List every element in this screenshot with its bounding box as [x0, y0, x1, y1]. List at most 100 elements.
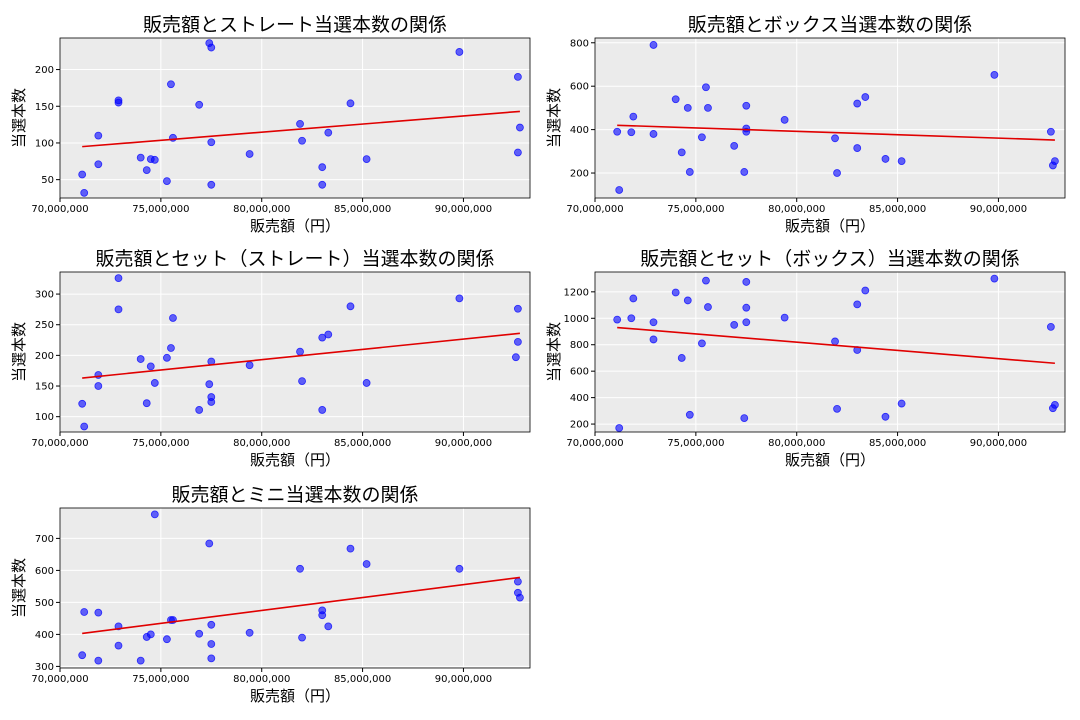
data-point	[207, 398, 216, 406]
data-point	[513, 72, 522, 81]
data-point	[853, 144, 862, 152]
chart-panel-5: 70,000,000 75,000,000 80,000,000 85,000,000…	[10, 484, 531, 705]
data-point	[318, 333, 327, 342]
x-tick-label: 75,000,000	[667, 438, 724, 449]
x-tick-label: 85,000,000	[334, 438, 391, 449]
data-point	[861, 286, 870, 295]
data-point	[649, 335, 658, 344]
data-point	[362, 155, 371, 164]
chart-title: 販売額とセット（ボックス）当選本数の関係	[640, 248, 1019, 270]
data-point	[833, 404, 841, 413]
y-tick-label: 200	[570, 420, 589, 431]
data-point	[881, 412, 890, 421]
x-tick-label: 80,000,000	[233, 204, 290, 215]
data-point	[80, 188, 89, 197]
chart-panel-2: 70,000,000 75,000,000 80,000,000 85,000,000…	[545, 14, 1066, 235]
data-point	[730, 141, 739, 150]
plot-area	[595, 38, 1065, 198]
data-point	[94, 656, 103, 665]
y-tick-label: 600	[35, 566, 54, 577]
data-point	[897, 399, 906, 408]
data-point	[1046, 322, 1055, 331]
plot-frame	[59, 271, 531, 433]
chart-title: 販売額とセット（ストレート）当選本数の関係	[95, 248, 494, 270]
y-tick-label: 150	[35, 102, 54, 113]
x-tick-label: 75,000,000	[667, 204, 724, 215]
x-tick-label: 90,000,000	[970, 438, 1027, 449]
x-tick-label: 90,000,000	[435, 438, 492, 449]
data-point	[730, 320, 739, 329]
data-point	[169, 314, 177, 322]
x-tick-label: 75,000,000	[132, 674, 189, 685]
data-point	[94, 382, 103, 390]
data-point	[1051, 400, 1059, 409]
data-point	[207, 138, 216, 147]
plot-frame	[594, 271, 1066, 433]
x-tick-label: 85,000,000	[869, 204, 926, 215]
data-point	[1046, 127, 1055, 136]
plot-area	[60, 508, 530, 668]
x-axis-label: 販売額（円）	[785, 217, 875, 235]
data-point	[296, 119, 304, 128]
y-axis-label: 当選本数	[10, 558, 28, 618]
data-point	[136, 355, 145, 363]
data-point	[861, 93, 870, 101]
data-point	[833, 169, 841, 177]
data-point	[740, 168, 749, 176]
data-point	[207, 654, 216, 663]
data-point	[362, 560, 371, 568]
data-point	[649, 318, 658, 327]
data-point	[513, 304, 522, 313]
data-point	[831, 134, 839, 143]
x-tick-label: 70,000,000	[31, 674, 88, 685]
data-point	[455, 294, 464, 303]
data-point	[742, 318, 751, 327]
data-point	[683, 296, 692, 305]
y-axis-label: 当選本数	[10, 322, 28, 382]
data-point	[853, 300, 862, 309]
data-point	[318, 406, 327, 414]
x-axis-label: 販売額（円）	[785, 451, 875, 469]
data-point	[615, 186, 624, 194]
data-point	[114, 98, 123, 107]
data-point	[324, 330, 333, 339]
data-point	[742, 101, 751, 110]
chart-panel-3: 70,000,000 75,000,000 80,000,000 85,000,000…	[10, 248, 531, 469]
data-point	[94, 160, 103, 169]
x-tick-label: 70,000,000	[31, 204, 88, 215]
chart-title: 販売額とボックス当選本数の関係	[688, 14, 972, 36]
data-point	[296, 564, 304, 573]
data-point	[455, 564, 464, 573]
y-tick-label: 500	[35, 598, 54, 609]
data-point	[513, 148, 522, 157]
data-point	[163, 635, 171, 644]
x-tick-label: 70,000,000	[566, 204, 623, 215]
data-point	[142, 399, 151, 408]
data-point	[346, 302, 355, 311]
data-point	[613, 315, 622, 324]
y-tick-label: 600	[570, 82, 589, 93]
data-point	[683, 104, 692, 112]
data-point	[455, 48, 464, 56]
y-tick-label: 400	[35, 630, 54, 641]
data-point	[78, 170, 87, 179]
data-point	[780, 115, 789, 124]
data-point	[742, 303, 751, 312]
x-tick-label: 80,000,000	[233, 674, 290, 685]
data-point	[702, 83, 710, 92]
data-point	[627, 128, 636, 137]
y-tick-label: 400	[570, 125, 589, 136]
data-point	[516, 123, 524, 132]
data-point	[80, 608, 89, 616]
data-point	[346, 544, 355, 553]
x-tick-label: 90,000,000	[970, 204, 1027, 215]
x-tick-label: 80,000,000	[233, 438, 290, 449]
data-point	[78, 651, 87, 660]
trend-line	[82, 332, 520, 379]
data-point	[150, 155, 159, 164]
x-tick-label: 70,000,000	[566, 438, 623, 449]
data-point	[780, 313, 789, 322]
data-point	[298, 136, 306, 145]
data-point	[704, 303, 712, 311]
